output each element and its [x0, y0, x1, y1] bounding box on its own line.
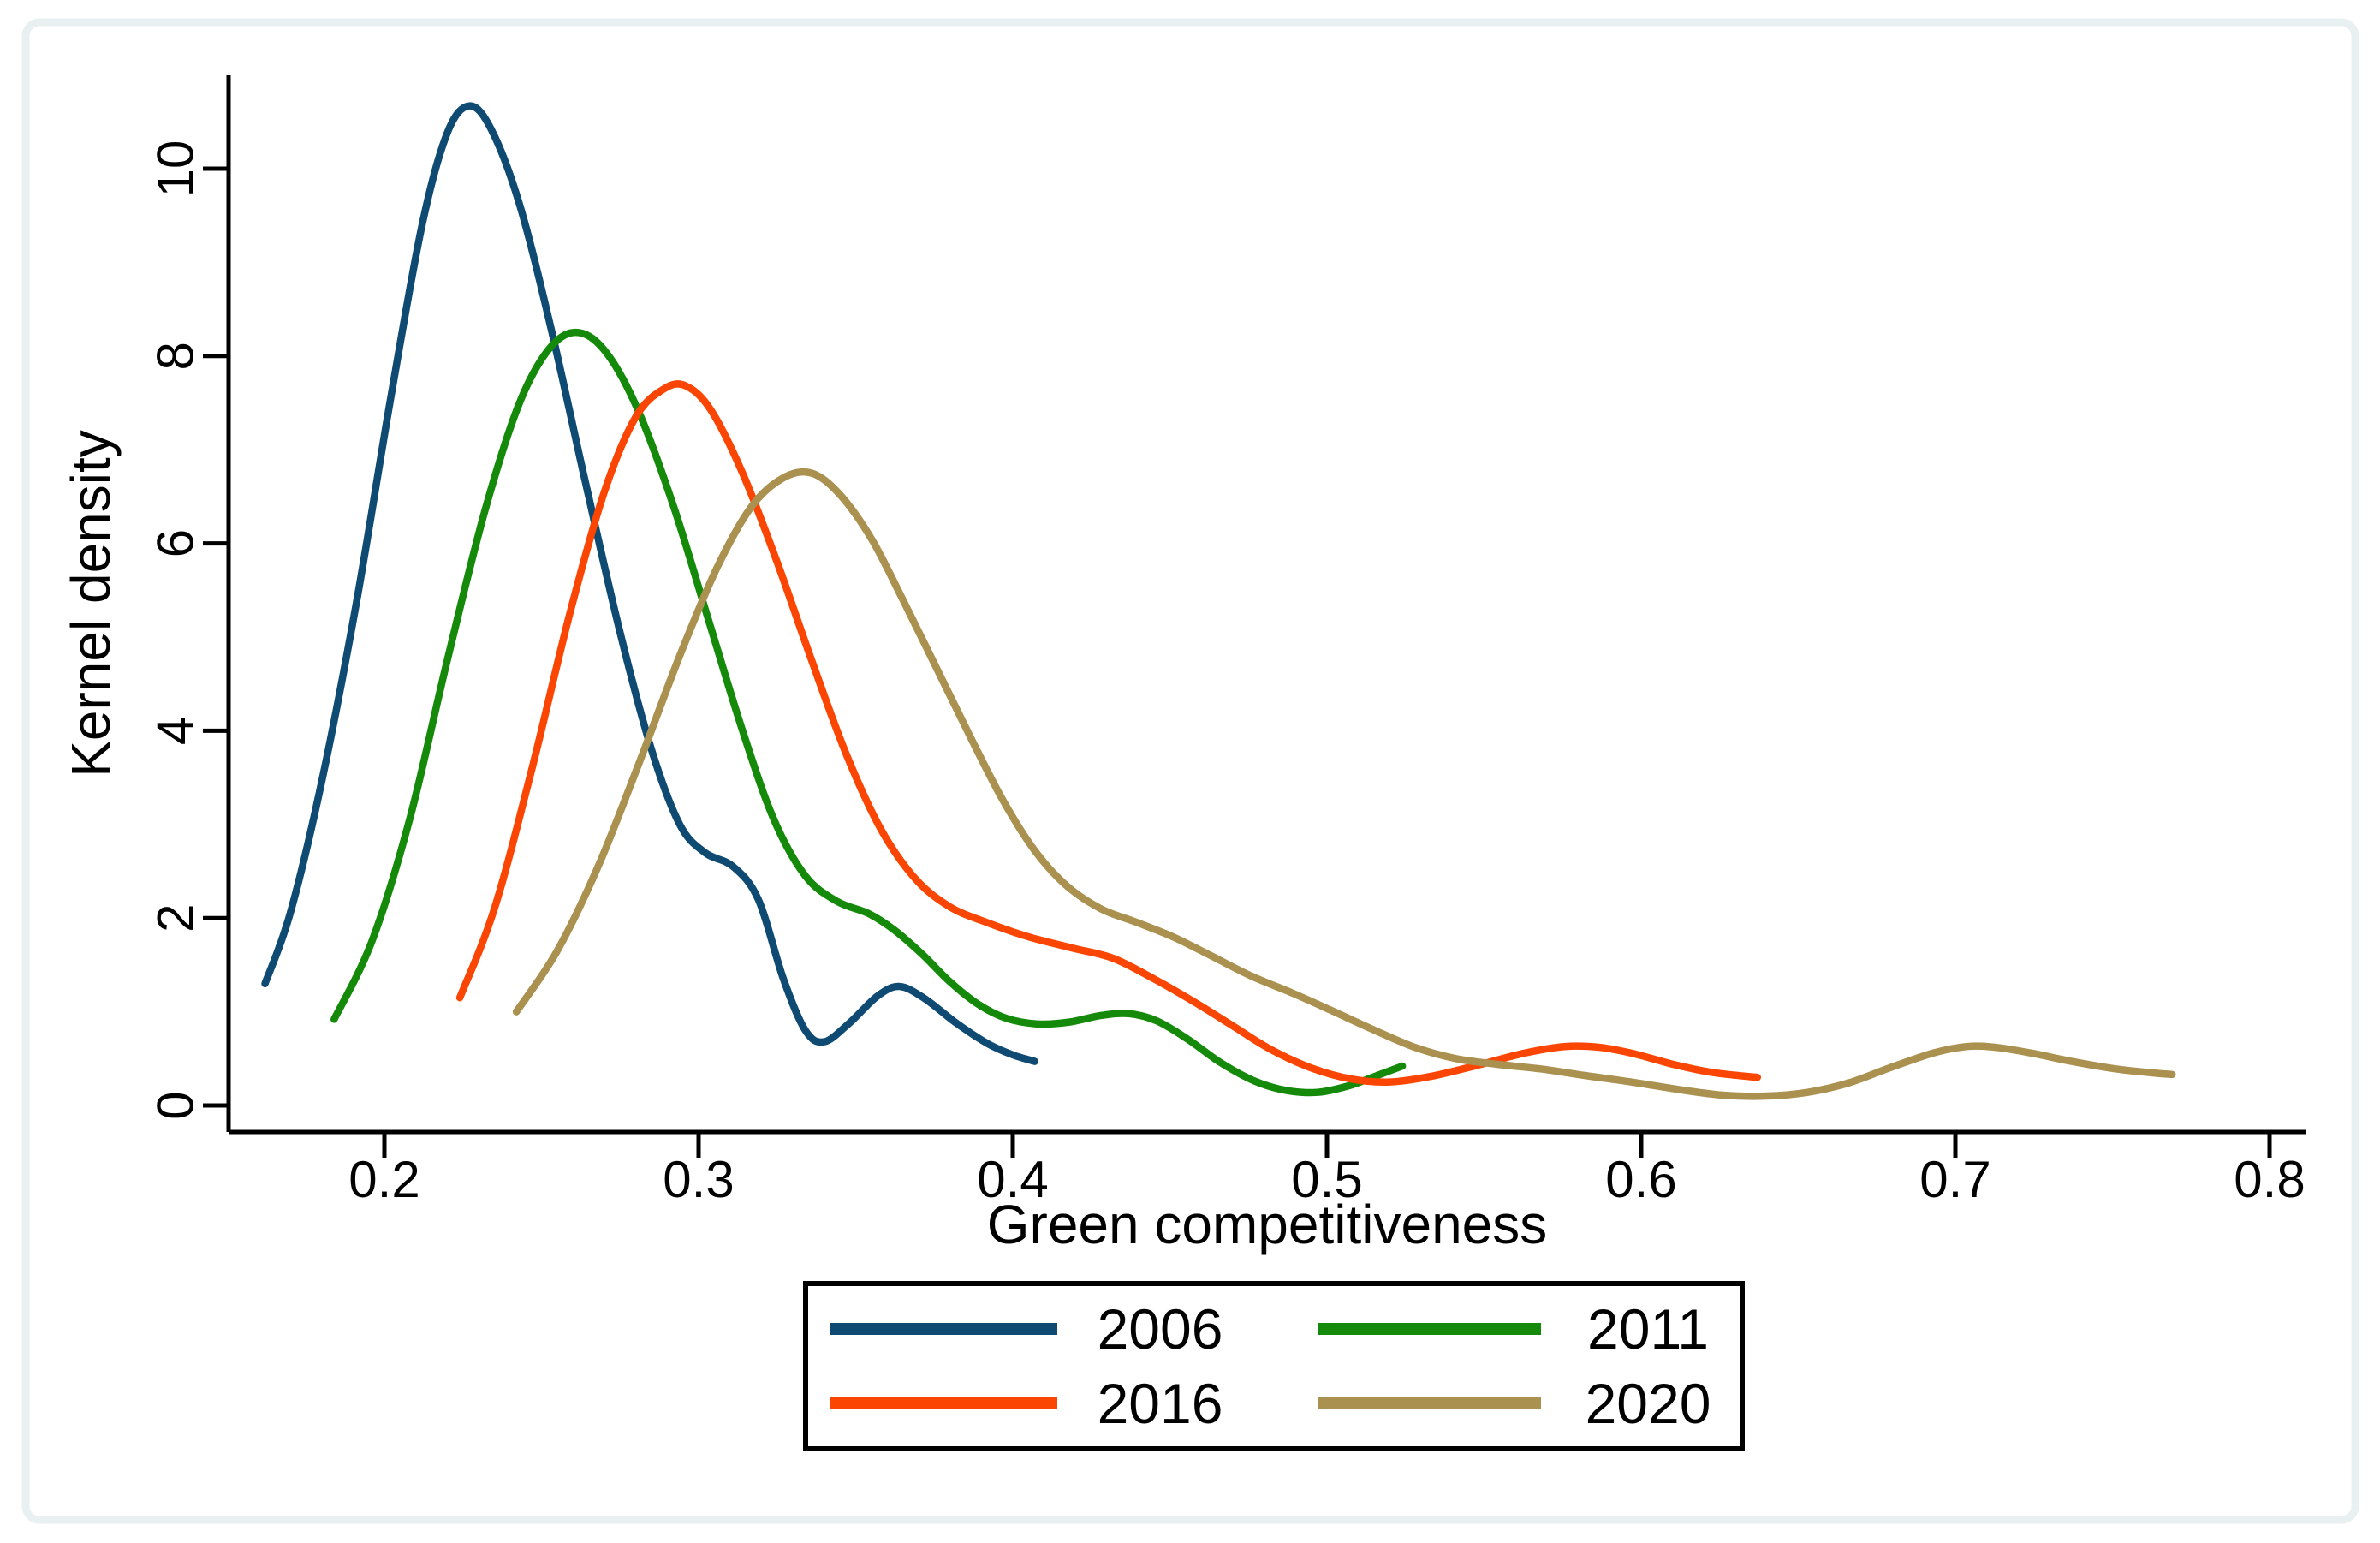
legend-label-2020: 2020 [1586, 1372, 1711, 1435]
y-tick-label: 0 [147, 1091, 205, 1119]
y-tick-label: 4 [147, 717, 205, 745]
y-axis-title: Kernel density [60, 430, 122, 777]
series-line-2006 [261, 102, 1038, 1065]
series-line-2020 [512, 468, 2176, 1100]
legend: 2006 2011 2016 2020 [803, 1281, 1745, 1451]
x-axis-ticks: 0.2 0.3 0.4 0.5 0.6 0.7 0.8 [348, 1132, 2306, 1208]
x-axis-title: Green competitiveness [987, 1194, 1548, 1255]
x-tick-label: 0.4 [977, 1151, 1048, 1208]
x-tick-label: 0.2 [348, 1151, 419, 1208]
x-tick-label: 0.8 [2234, 1151, 2305, 1208]
y-tick-label: 6 [147, 529, 205, 557]
figure-frame [21, 18, 2359, 1524]
series-line-2016 [455, 380, 1762, 1087]
legend-label-2016: 2016 [1098, 1372, 1223, 1435]
y-tick-label: 2 [147, 904, 205, 932]
legend-label-2006: 2006 [1098, 1297, 1223, 1361]
legend-label-2011: 2011 [1587, 1297, 1709, 1361]
y-tick-label: 10 [147, 140, 205, 198]
y-axis-ticks: 0 2 4 6 8 10 [147, 140, 229, 1120]
x-tick-label: 0.7 [1919, 1151, 1990, 1208]
series-curves [261, 102, 2176, 1100]
x-tick-label: 0.3 [663, 1151, 734, 1208]
y-tick-label: 8 [147, 342, 205, 370]
x-tick-label: 0.5 [1291, 1151, 1362, 1208]
x-tick-label: 0.6 [1605, 1151, 1676, 1208]
series-line-2011 [330, 328, 1407, 1097]
legend-box [803, 1281, 1745, 1451]
